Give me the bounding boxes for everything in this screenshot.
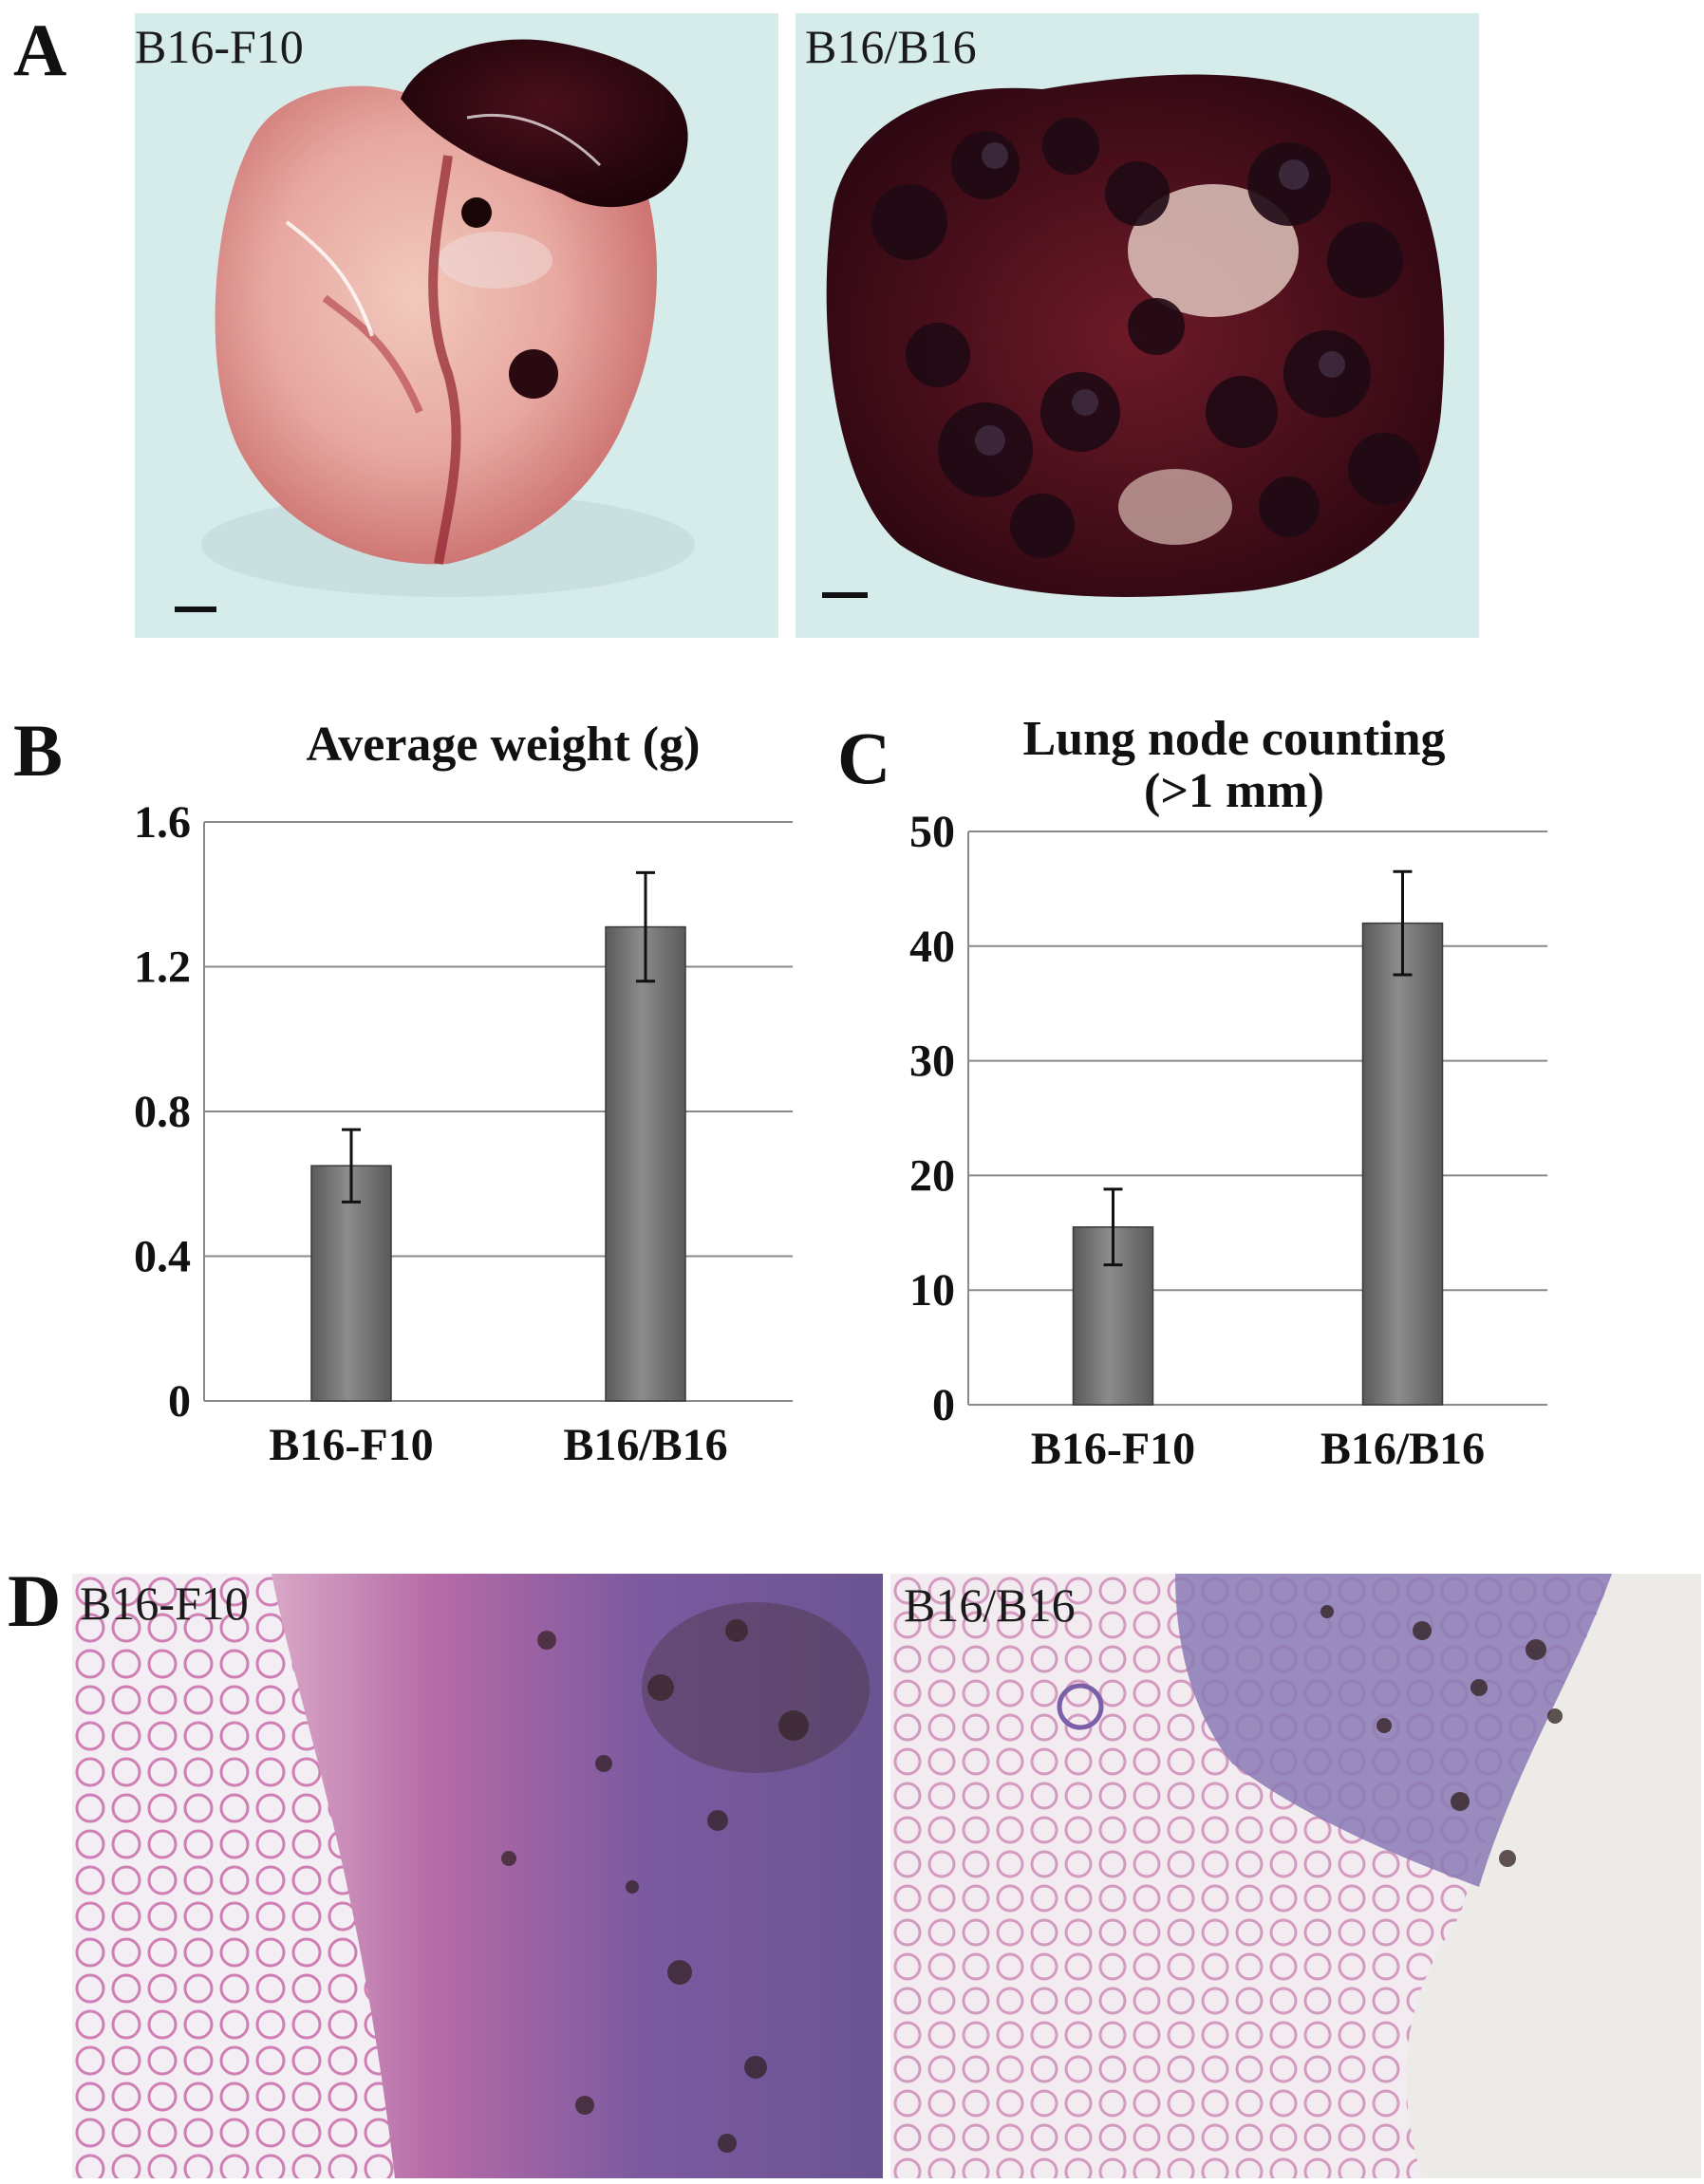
y-tick-label: 50 <box>909 807 955 857</box>
y-tick-label: 30 <box>909 1036 955 1087</box>
panel-letter-a: A <box>13 9 67 91</box>
bar <box>1361 922 1444 1406</box>
x-tick-label: B16/B16 <box>563 1420 727 1470</box>
y-tick-label: 0 <box>168 1376 191 1427</box>
chart-c: 0 10 20 30 40 50 B16-F10 B16/B16 <box>909 807 1547 1474</box>
y-tick-label: 1.6 <box>134 797 191 848</box>
panel-letter-b: B <box>13 709 64 792</box>
chart-title-c: Lung node counting (>1 mm) <box>1022 712 1446 818</box>
scale-bar <box>822 592 868 598</box>
y-tick-label: 10 <box>909 1265 955 1316</box>
chart-b: 0 0.4 0.8 1.2 1.6 B16-F10 B16/B16 <box>134 797 793 1470</box>
scale-bar <box>175 607 216 612</box>
panel-letter-c: C <box>837 717 891 799</box>
lung-photo-b16-b16-graphic <box>796 13 1479 638</box>
x-tick-label: B16-F10 <box>1031 1424 1195 1474</box>
x-tick-label: B16/B16 <box>1320 1424 1485 1474</box>
histology-b16-f10-graphic <box>72 1574 883 2178</box>
photo-label: B16-F10 <box>135 20 304 73</box>
y-tick-label: 0.4 <box>134 1232 191 1282</box>
bar <box>310 1165 392 1402</box>
photo-label: B16/B16 <box>904 1578 1076 1632</box>
chart-title-b: Average weight (g) <box>306 718 701 772</box>
histology-b16-b16-graphic <box>890 1574 1701 2178</box>
histology-b16-b16: B16/B16 <box>890 1574 1701 2178</box>
y-tick-label: 20 <box>909 1150 955 1201</box>
y-tick-label: 0.8 <box>134 1087 191 1137</box>
photo-label: B16/B16 <box>805 20 977 73</box>
y-tick-label: 1.2 <box>134 943 191 993</box>
lung-photo-b16-b16: B16/B16 <box>796 13 1479 638</box>
histology-b16-f10: B16-F10 <box>72 1574 883 2178</box>
y-tick-label: 40 <box>909 922 955 972</box>
y-tick-label: 0 <box>932 1380 955 1430</box>
bar <box>605 925 686 1402</box>
lung-photo-b16-f10: B16-F10 <box>135 13 778 638</box>
panel-letter-d: D <box>8 1559 62 1642</box>
x-tick-label: B16-F10 <box>269 1420 433 1470</box>
lung-photo-b16-f10-graphic <box>135 13 778 638</box>
photo-label: B16-F10 <box>80 1577 249 1630</box>
